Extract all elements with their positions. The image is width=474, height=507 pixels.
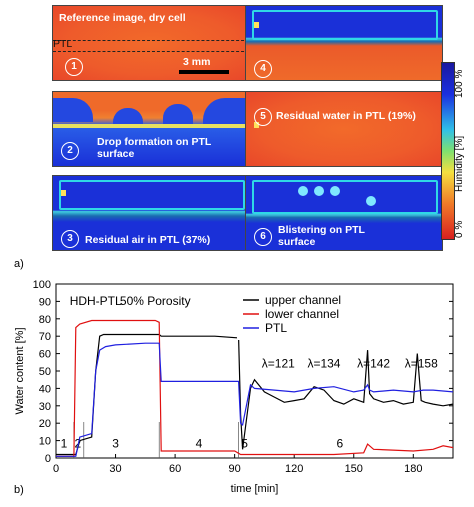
drop-1 [53, 98, 93, 122]
colorbar-title: Humidity [%] [454, 135, 465, 192]
phase-label: 6 [337, 437, 344, 451]
panel-5: Residual water in PTL (19%) 5 [245, 91, 443, 167]
y-tick-label: 20 [39, 418, 51, 430]
y-tick-label: 60 [39, 349, 51, 361]
ptl-upper-dashed-line [53, 40, 249, 41]
panel-5-marker [254, 122, 259, 128]
scale-bar-label: 3 mm [183, 56, 211, 68]
annotation: 50% Porosity [120, 294, 191, 308]
figure-b-label: b) [14, 484, 24, 496]
water-content-chart: 0 10 20 30 40 50 60 70 80 90 100 0 30 60 90 120 150 180 ti… [14, 279, 454, 495]
y-tick-label: 100 [33, 279, 51, 291]
blister-1 [298, 186, 308, 196]
y-tick-label: 10 [39, 436, 51, 448]
x-tick-label: 150 [345, 463, 363, 475]
y-tick-label: 50 [39, 366, 51, 378]
panel-3-marker [61, 190, 66, 196]
ptl-label: PTL [53, 38, 73, 50]
panel-6-text: Blistering on PTL surface [278, 224, 365, 248]
panel-1-title: Reference image, dry cell [59, 12, 186, 24]
annotation: HDH-PTL [70, 294, 122, 308]
phase-label: 3 [112, 437, 119, 451]
panel-6: Blistering on PTL surface 6 [245, 175, 443, 251]
x-axis-label: time [min] [231, 483, 279, 495]
colorbar-bottom-label: 0 % [454, 220, 465, 238]
panel-1-reference: Reference image, dry cell PTL 3 mm 1 [52, 5, 250, 81]
series-line [56, 342, 454, 457]
y-tick-label: 80 [39, 314, 51, 326]
y-tick-label: 90 [39, 296, 51, 308]
blister-3 [330, 186, 340, 196]
panel-2-number: 2 [61, 142, 79, 160]
x-tick-label: 60 [169, 463, 181, 475]
y-tick-label: 30 [39, 401, 51, 413]
x-tick-label: 0 [53, 463, 59, 475]
x-tick-label: 180 [404, 463, 422, 475]
annotation: λ=158 [405, 357, 438, 371]
panel-4-inner-frame [252, 10, 438, 40]
blister-2 [314, 186, 324, 196]
series-line [56, 333, 454, 456]
ptl-band [53, 124, 249, 128]
figure-a-label: a) [14, 258, 24, 270]
panel-2-text: Drop formation on PTL surface [97, 136, 212, 160]
humidity-colorbar [441, 62, 455, 240]
colorbar-top-label: 100 % [454, 69, 465, 98]
series-line [56, 319, 454, 457]
x-tick-label: 90 [229, 463, 241, 475]
panel-5-text: Residual water in PTL (19%) [276, 110, 416, 122]
drop-4 [203, 98, 249, 124]
panel-3-number: 3 [61, 230, 79, 248]
y-axis-label: Water content [%] [14, 327, 26, 414]
panel-5-number: 5 [254, 108, 272, 126]
panel-4-marker [254, 22, 259, 28]
panel-1-number: 1 [65, 58, 83, 76]
legend-entry: upper channel [265, 293, 341, 307]
blister-4 [366, 196, 376, 206]
phase-label: 4 [196, 437, 203, 451]
panel-3: Residual air in PTL (37%) 3 [52, 175, 250, 251]
scale-bar [179, 70, 229, 74]
panel-3-text: Residual air in PTL (37%) [85, 234, 211, 246]
y-tick-label: 70 [39, 331, 51, 343]
drop-2 [113, 108, 143, 124]
legend-entry: lower channel [265, 307, 339, 321]
phase-label: 1 [61, 437, 68, 451]
panel-6-inner-frame [252, 180, 438, 214]
panel-6-number: 6 [254, 228, 272, 246]
panel-3-inner-frame [59, 180, 245, 210]
y-tick-label: 0 [45, 453, 51, 465]
y-tick-label: 40 [39, 383, 51, 395]
annotation: λ=142 [357, 357, 390, 371]
panel-4-number: 4 [254, 60, 272, 78]
legend-entry: PTL [265, 321, 287, 335]
drop-3 [163, 104, 193, 124]
panel-4: 4 [245, 5, 443, 81]
panel-2: Drop formation on PTL surface 2 [52, 91, 250, 167]
phase-label: 5 [241, 437, 248, 451]
annotation: λ=121 [262, 357, 295, 371]
annotation: λ=134 [307, 357, 340, 371]
x-tick-label: 30 [109, 463, 121, 475]
x-tick-label: 120 [285, 463, 303, 475]
ptl-lower-dashed-line [53, 51, 249, 52]
